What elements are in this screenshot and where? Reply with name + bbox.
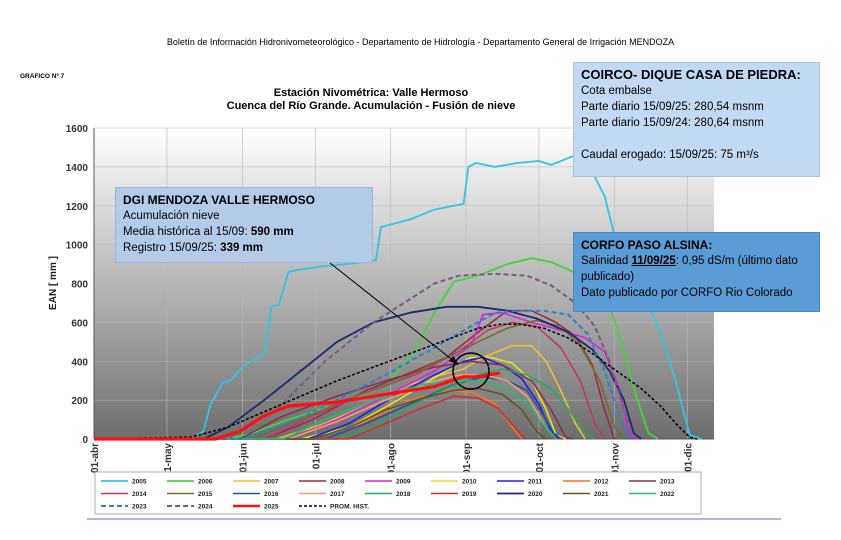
series-line-2006 — [94, 257, 659, 440]
corfo-line2: Dato publicado por CORFO Rio Colorado — [581, 287, 793, 299]
legend-entry: 2006 — [198, 479, 213, 486]
dgi-line2-value: 590 mm — [250, 226, 294, 238]
dgi-line2-label: Media histórica al 15/09: — [123, 226, 251, 238]
series-line-2011 — [94, 356, 562, 440]
legend-entry: 2020 — [528, 491, 543, 498]
legend-frame — [94, 471, 702, 515]
x-tick-label: 01-jul — [311, 443, 322, 469]
series-line-2014 — [94, 321, 606, 440]
legend-entry: PROM. HIST. — [330, 504, 369, 511]
legend-entry: 2008 — [330, 479, 345, 486]
y-tick-label: 600 — [71, 318, 88, 329]
y-tick-label: 400 — [71, 357, 88, 368]
legend: 2005 2006 2007 2008 2009 2010 2011 2012 2013 2014… — [101, 479, 675, 511]
dgi-line2: Media histórica al 15/09: 590 mm — [123, 224, 365, 240]
legend-entry: 2014 — [132, 491, 147, 498]
coirco-line2: Parte diario 15/09/25: 280,54 msnm — [581, 101, 764, 113]
legend-entry: 2015 — [198, 491, 213, 498]
x-tick-label: 01-may — [163, 443, 174, 478]
x-tick-label: 01-oct — [535, 442, 546, 472]
coirco-title: COIRCO- DIQUE CASA DE PIEDRA: — [581, 67, 801, 82]
dgi-line1: Acumulación nieve — [123, 210, 220, 222]
bulletin-header: Boletín de Información Hidronivometeorol… — [166, 37, 675, 47]
coirco-line1: Cota embalse — [581, 85, 652, 97]
x-tick-label: 01-ago — [387, 443, 398, 475]
bottom-rule — [87, 518, 781, 520]
dgi-line3: Registro 15/09/25: 339 mm — [123, 240, 365, 256]
y-tick-label: 1400 — [66, 163, 89, 174]
y-axis: 0 200 400 600 800 1000 1200 1400 1600 EAN [ mm ] — [48, 124, 95, 446]
x-tick-label: 01-dic — [683, 443, 694, 472]
legend-entry: 2016 — [264, 491, 279, 498]
series-line-2017 — [94, 374, 557, 440]
legend-entry: 2017 — [330, 491, 345, 498]
series-line-2022 — [94, 379, 557, 440]
series-line-2007 — [94, 344, 586, 440]
dgi-line3-label: Registro 15/09/25: — [123, 242, 221, 254]
dgi-line3-value: 339 mm — [220, 242, 264, 254]
legend-entry: 2009 — [396, 479, 411, 486]
legend-entry: 2007 — [264, 479, 279, 486]
coirco-info-box: COIRCO- DIQUE CASA DE PIEDRA: Cota embal… — [573, 62, 820, 177]
legend-entry: 2025 — [264, 504, 279, 511]
series-line-prom-hist- — [93, 323, 698, 440]
series-line-2024 — [94, 272, 635, 440]
figure-label: GRAFICO Nº 7 — [20, 73, 65, 80]
series-line-2013 — [94, 360, 574, 440]
legend-entry: 2022 — [660, 491, 675, 498]
corfo-title: CORFO PASO ALSINA: — [581, 238, 713, 252]
x-tick-label: 01-abr — [90, 443, 101, 473]
series-line-2020 — [94, 305, 642, 440]
legend-entry: 2023 — [132, 504, 147, 511]
corfo-info-box: CORFO PASO ALSINA: Salinidad 11/09/25: 0… — [573, 232, 820, 312]
dgi-title: DGI MENDOZA VALLE HERMOSO — [123, 193, 315, 207]
coirco-line3: Parte diario 15/09/24: 280,64 msnm — [581, 117, 764, 129]
coirco-spacer — [581, 131, 812, 147]
corfo-line1-pre: Salinidad — [581, 255, 632, 267]
corfo-line1: Salinidad 11/09/25: 0,95 dS/m (último da… — [581, 253, 812, 285]
x-tick-label: 01-jun — [238, 443, 249, 472]
series-line-2018 — [94, 368, 596, 440]
dgi-info-box: DGI MENDOZA VALLE HERMOSO Acumulación ni… — [115, 187, 373, 263]
annotation-arrow-head — [449, 356, 459, 365]
legend-entry: 2010 — [462, 479, 477, 486]
series-line-2015 — [94, 319, 625, 440]
legend-entry: 2012 — [594, 479, 609, 486]
legend-entry: 2019 — [462, 491, 477, 498]
y-tick-label: 1000 — [66, 241, 89, 252]
y-tick-label: 0 — [82, 435, 88, 446]
series-line-2019 — [94, 395, 526, 440]
x-tick-label: 01-sep — [462, 443, 473, 475]
y-axis-label: EAN [ mm ] — [48, 256, 59, 310]
annotation-arrow — [329, 262, 456, 363]
y-tick-label: 1200 — [66, 202, 89, 213]
series-group — [93, 154, 703, 441]
coirco-line4: Caudal erogado: 15/09/25: 75 m³/s — [581, 149, 759, 161]
chart-title: Estación Nivométrica: Valle Hermoso — [273, 87, 469, 99]
corfo-date: 11/09/25 — [631, 255, 676, 267]
legend-entry: 2024 — [198, 504, 213, 511]
series-line-2021 — [94, 387, 547, 440]
legend-entry: 2013 — [660, 479, 675, 486]
series-line-2025 — [94, 371, 501, 441]
legend-entry: 2005 — [132, 479, 147, 486]
legend-entry: 2021 — [594, 491, 609, 498]
y-tick-label: 1600 — [66, 124, 89, 135]
chart-subtitle: Cuenca del Río Grande. Acumulación - Fus… — [226, 100, 516, 112]
legend-entry: 2018 — [396, 491, 411, 498]
annotation-circle — [452, 352, 490, 390]
series-line-2008 — [94, 309, 616, 440]
y-tick-label: 800 — [71, 280, 88, 291]
corfo-line1-post: : 0,95 dS/m (último dato publicado) — [581, 255, 798, 283]
y-tick-label: 200 — [71, 396, 88, 407]
chart-title-block: Estación Nivométrica: Valle Hermoso Cuen… — [186, 87, 556, 113]
legend-entry: 2011 — [528, 479, 542, 486]
x-tick-label: 01-nov — [610, 443, 621, 476]
